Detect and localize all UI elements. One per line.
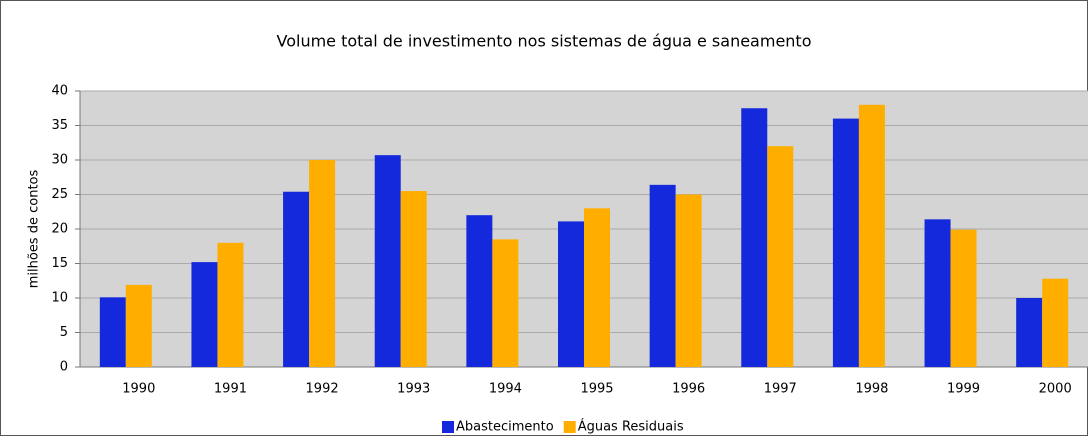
x-tick-label: 1994: [489, 382, 522, 397]
bar: [1016, 298, 1043, 367]
bar: [374, 155, 401, 367]
bar: [741, 108, 768, 367]
bar: [558, 221, 584, 367]
legend-label: Abastecimento: [456, 420, 554, 435]
bar: [309, 160, 336, 367]
bar: [858, 104, 885, 368]
chart-title: Volume total de investimento nos sistema…: [277, 32, 812, 51]
bar: [466, 215, 493, 367]
x-tick-label: 1993: [397, 382, 430, 397]
x-tick-label: 1992: [306, 382, 339, 397]
y-tick-label: 30: [51, 153, 68, 168]
x-tick-label: 1990: [122, 382, 155, 397]
bar: [767, 146, 794, 367]
y-tick-label: 25: [51, 187, 68, 202]
y-tick-label: 10: [51, 291, 68, 306]
bar: [832, 118, 859, 367]
bar: [125, 284, 152, 367]
bar: [492, 239, 519, 367]
bar: [400, 191, 427, 367]
legend-swatch: [442, 421, 454, 433]
legend-swatch: [563, 421, 576, 433]
y-tick-label: 0: [60, 360, 68, 375]
y-tick-label: 35: [51, 118, 68, 133]
bar: [950, 229, 977, 367]
x-tick-label: 1998: [855, 382, 888, 397]
bar: [283, 191, 310, 367]
x-tick-label: 1999: [947, 382, 980, 397]
y-tick-label: 20: [51, 222, 68, 237]
x-tick-label: 1991: [214, 382, 247, 397]
y-tick-label: 40: [51, 84, 68, 99]
legend-label: Águas Residuais: [578, 419, 684, 435]
y-tick-label: 5: [60, 325, 68, 340]
bar: [924, 219, 951, 367]
x-tick-label: 1995: [580, 382, 613, 397]
x-tick-label: 1997: [764, 382, 797, 397]
bar: [649, 184, 676, 367]
bar: [191, 262, 218, 367]
y-axis-label: milhões de contos: [27, 170, 42, 289]
bar: [1042, 278, 1069, 367]
x-tick-label: 2000: [1039, 382, 1072, 397]
bar: [584, 208, 610, 367]
bar: [675, 194, 702, 367]
bar: [217, 242, 244, 367]
x-tick-label: 1996: [672, 382, 705, 397]
bar: [99, 297, 126, 367]
y-tick-label: 15: [51, 256, 68, 271]
